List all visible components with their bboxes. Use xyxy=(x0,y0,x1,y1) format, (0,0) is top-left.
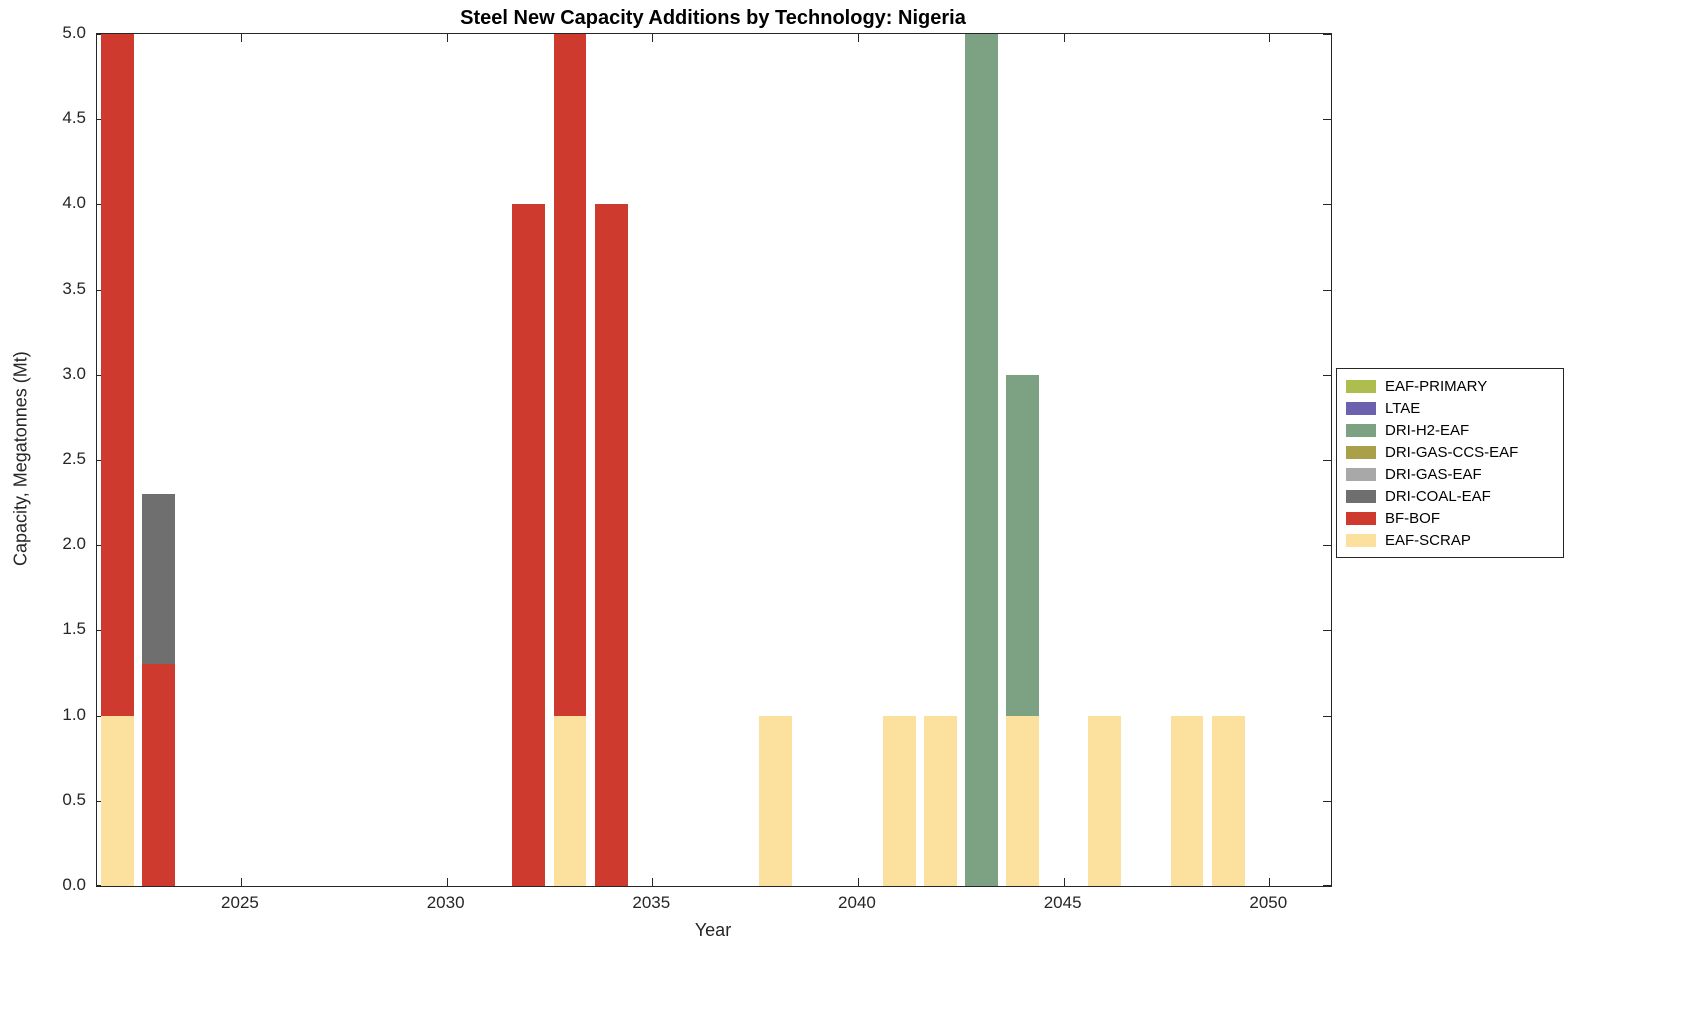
legend-item-label: BF-BOF xyxy=(1385,509,1440,527)
y-tick-mark xyxy=(97,374,105,376)
legend-item: LTAE xyxy=(1346,398,1554,418)
x-tick-mark xyxy=(652,34,654,42)
x-tick-label: 2025 xyxy=(221,893,259,912)
legend-item-label: DRI-GAS-EAF xyxy=(1385,465,1482,483)
y-tick-mark xyxy=(97,545,105,547)
bar-segment xyxy=(1006,715,1039,886)
bar-segment xyxy=(1211,715,1245,886)
x-tick-mark xyxy=(1063,878,1065,886)
y-tick-label: 0.0 xyxy=(62,875,86,894)
x-axis-label: Year xyxy=(694,920,732,940)
legend: EAF-PRIMARY LTAE DRI-H2-EAF DRI-GAS-CCS-EAF… xyxy=(1336,368,1564,558)
y-tick-mark xyxy=(1323,34,1331,35)
y-tick-mark xyxy=(1323,119,1331,121)
y-tick-mark xyxy=(1323,885,1331,886)
legend-swatch xyxy=(1346,533,1376,547)
x-tick-label: 2050 xyxy=(1249,893,1288,912)
x-tick-label: 2040 xyxy=(838,893,876,912)
legend-item-label: EAF-SCRAP xyxy=(1385,531,1471,549)
y-tick-mark xyxy=(97,34,105,35)
bar-segment xyxy=(1006,374,1039,716)
y-tick-mark xyxy=(97,885,105,886)
y-tick-mark xyxy=(97,289,105,291)
legend-item: EAF-PRIMARY xyxy=(1346,376,1554,396)
legend-swatch xyxy=(1346,467,1376,481)
y-tick-mark xyxy=(1323,204,1331,206)
legend-swatch xyxy=(1346,511,1376,525)
bar-segment xyxy=(142,664,176,886)
y-tick-label: 2.5 xyxy=(62,449,86,468)
x-tick-label: 2030 xyxy=(426,893,465,912)
legend-swatch xyxy=(1346,379,1376,393)
x-tick-mark xyxy=(446,878,448,886)
y-tick-label: 5.0 xyxy=(62,23,86,42)
bar-segment xyxy=(1170,715,1204,886)
bar-segment xyxy=(882,715,916,886)
bar-segment xyxy=(553,34,587,716)
x-tick-mark xyxy=(240,878,242,886)
bar-segment xyxy=(759,715,793,886)
legend-item-label: DRI-COAL-EAF xyxy=(1385,487,1491,505)
legend-swatch xyxy=(1346,401,1376,415)
y-tick-mark xyxy=(1323,715,1331,717)
x-tick-mark xyxy=(1269,878,1271,886)
bar-segment xyxy=(594,204,628,886)
bar-segment xyxy=(1088,715,1122,886)
y-tick-label: 2.0 xyxy=(62,534,86,554)
x-tick-label: 2035 xyxy=(632,893,671,912)
y-tick-mark xyxy=(97,204,105,206)
y-tick-mark xyxy=(1323,374,1331,376)
y-tick-mark xyxy=(1323,460,1331,461)
bar-segment xyxy=(964,34,998,886)
y-tick-mark xyxy=(1323,545,1331,547)
bar-segment xyxy=(553,715,587,886)
y-tick-label: 1.0 xyxy=(62,704,86,724)
y-tick-mark xyxy=(1323,630,1331,632)
legend-swatch xyxy=(1346,489,1376,503)
legend-item: DRI-H2-EAF xyxy=(1346,420,1554,440)
y-tick-label: 3.5 xyxy=(62,278,86,298)
y-tick-mark xyxy=(97,800,105,802)
y-tick-label: 4.5 xyxy=(62,108,86,128)
y-tick-label: 1.5 xyxy=(62,619,86,639)
plot-area xyxy=(96,33,1332,887)
legend-item: DRI-COAL-EAF xyxy=(1346,486,1554,506)
bar-segment xyxy=(101,34,135,716)
x-tick-mark xyxy=(857,878,859,886)
x-tick-label: 2045 xyxy=(1043,893,1082,912)
x-tick-mark xyxy=(446,34,448,42)
x-tick-mark xyxy=(652,878,654,886)
y-tick-label: 0.5 xyxy=(62,789,86,809)
y-tick-mark xyxy=(97,460,105,461)
legend-item: DRI-GAS-CCS-EAF xyxy=(1346,442,1554,462)
x-tick-mark xyxy=(857,34,859,42)
legend-swatch xyxy=(1346,423,1376,437)
y-tick-mark xyxy=(1323,800,1331,802)
legend-item: BF-BOF xyxy=(1346,508,1554,528)
y-tick-mark xyxy=(97,119,105,121)
x-tick-mark xyxy=(240,34,242,42)
y-tick-mark xyxy=(1323,289,1331,291)
y-tick-label: 3.0 xyxy=(62,363,86,383)
legend-item: EAF-SCRAP xyxy=(1346,530,1554,550)
legend-item-label: DRI-GAS-CCS-EAF xyxy=(1385,443,1519,461)
legend-swatch xyxy=(1346,445,1376,459)
bar-segment xyxy=(101,715,135,886)
bar-segment xyxy=(512,204,546,886)
x-tick-mark xyxy=(1269,34,1271,42)
legend-item: DRI-GAS-EAF xyxy=(1346,464,1554,484)
x-tick-mark xyxy=(1063,34,1065,42)
legend-item-label: EAF-PRIMARY xyxy=(1385,377,1488,395)
legend-item-label: LTAE xyxy=(1385,399,1421,417)
chart-title: Steel New Capacity Additions by Technolo… xyxy=(460,7,966,29)
bar-segment xyxy=(142,494,176,665)
y-tick-mark xyxy=(97,630,105,632)
y-tick-label: 4.0 xyxy=(62,193,86,213)
bar-segment xyxy=(923,715,957,886)
legend-item-label: DRI-H2-EAF xyxy=(1385,421,1470,439)
y-tick-mark xyxy=(97,715,105,717)
